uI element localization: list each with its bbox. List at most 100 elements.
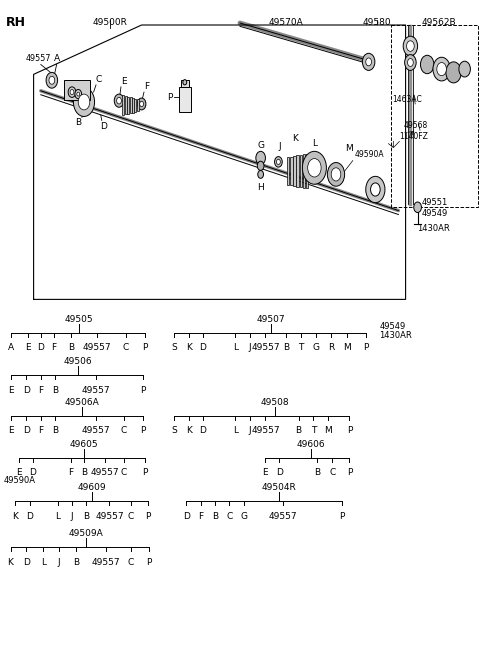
Bar	[296, 155, 299, 187]
Text: J: J	[248, 343, 251, 353]
Text: L: L	[312, 139, 317, 148]
Circle shape	[114, 94, 124, 107]
Circle shape	[70, 89, 74, 95]
Text: E: E	[121, 76, 127, 86]
Text: L: L	[233, 426, 238, 436]
Bar	[181, 80, 189, 87]
Text: J: J	[248, 426, 251, 436]
Bar	[125, 96, 127, 114]
Text: E: E	[25, 343, 31, 353]
Text: 49609: 49609	[78, 483, 107, 492]
Text: C: C	[95, 74, 102, 84]
Text: B: B	[68, 343, 74, 353]
Text: 49557: 49557	[82, 426, 110, 436]
Text: T: T	[298, 343, 304, 353]
Text: J: J	[278, 142, 281, 151]
Text: F: F	[144, 82, 149, 91]
Text: E: E	[16, 468, 22, 478]
Bar	[127, 97, 129, 114]
Text: 49557: 49557	[83, 343, 111, 353]
Text: L: L	[55, 512, 60, 521]
Text: C: C	[120, 426, 127, 436]
Circle shape	[366, 58, 372, 66]
Bar	[64, 80, 90, 100]
Text: P: P	[140, 426, 146, 436]
Text: 49549: 49549	[421, 209, 448, 218]
Text: P: P	[347, 426, 352, 436]
Bar	[132, 98, 134, 113]
Text: P: P	[145, 512, 151, 521]
Circle shape	[308, 159, 321, 177]
Text: M: M	[324, 426, 332, 436]
Circle shape	[366, 176, 385, 203]
Text: 49507: 49507	[257, 315, 286, 324]
Bar	[122, 95, 124, 115]
Text: E: E	[8, 426, 13, 436]
Text: 1430AR: 1430AR	[379, 331, 412, 340]
Circle shape	[371, 183, 380, 196]
Text: P: P	[146, 558, 152, 567]
Text: 49500R: 49500R	[93, 18, 128, 27]
Text: R: R	[328, 343, 335, 353]
Text: S: S	[171, 426, 177, 436]
Text: 49568: 49568	[403, 121, 428, 130]
Circle shape	[75, 89, 82, 99]
Text: C: C	[122, 343, 129, 353]
Circle shape	[362, 53, 375, 70]
Text: 49506: 49506	[63, 357, 92, 366]
Text: P: P	[347, 468, 352, 478]
Circle shape	[257, 161, 264, 170]
Text: H: H	[257, 183, 264, 192]
Circle shape	[437, 63, 446, 76]
Text: M: M	[343, 343, 350, 353]
Text: K: K	[186, 426, 192, 436]
Circle shape	[414, 202, 421, 213]
Text: E: E	[262, 468, 268, 478]
Text: K: K	[12, 512, 18, 521]
Bar	[306, 154, 308, 188]
Text: 49551: 49551	[421, 198, 448, 207]
Text: 49557: 49557	[269, 512, 298, 521]
Bar	[293, 156, 296, 186]
Text: 49605: 49605	[70, 440, 98, 449]
Text: B: B	[73, 558, 79, 567]
Circle shape	[407, 41, 414, 51]
Text: A: A	[8, 343, 13, 353]
Circle shape	[68, 87, 76, 97]
Circle shape	[258, 170, 264, 178]
Circle shape	[302, 151, 326, 184]
Text: 49557: 49557	[82, 386, 110, 395]
Circle shape	[446, 62, 461, 83]
Text: F: F	[38, 426, 43, 436]
Circle shape	[331, 168, 341, 181]
Text: K: K	[292, 134, 298, 143]
Text: C: C	[226, 512, 233, 521]
Text: D: D	[23, 386, 30, 395]
Text: 1463AC: 1463AC	[393, 95, 422, 104]
Text: 49506A: 49506A	[64, 397, 99, 407]
Text: 49557: 49557	[95, 512, 124, 521]
Text: 1430AR: 1430AR	[417, 224, 449, 233]
Text: A: A	[54, 54, 60, 63]
Circle shape	[49, 76, 55, 84]
Text: P: P	[168, 93, 173, 102]
Circle shape	[46, 72, 58, 88]
Text: B: B	[52, 426, 58, 436]
Bar	[300, 155, 302, 188]
Text: B: B	[314, 468, 320, 478]
Text: 49570A: 49570A	[268, 18, 303, 27]
Circle shape	[405, 55, 416, 70]
Text: 49504R: 49504R	[262, 483, 297, 492]
Circle shape	[408, 59, 413, 66]
Circle shape	[78, 94, 90, 110]
Text: D: D	[100, 122, 107, 131]
Text: D: D	[23, 426, 30, 436]
Circle shape	[183, 80, 187, 85]
Text: B: B	[283, 343, 289, 353]
Text: P: P	[142, 343, 148, 353]
Circle shape	[77, 92, 80, 96]
Text: 49580: 49580	[362, 18, 391, 27]
Text: B: B	[212, 512, 218, 521]
Text: F: F	[51, 343, 56, 353]
Circle shape	[140, 101, 144, 107]
